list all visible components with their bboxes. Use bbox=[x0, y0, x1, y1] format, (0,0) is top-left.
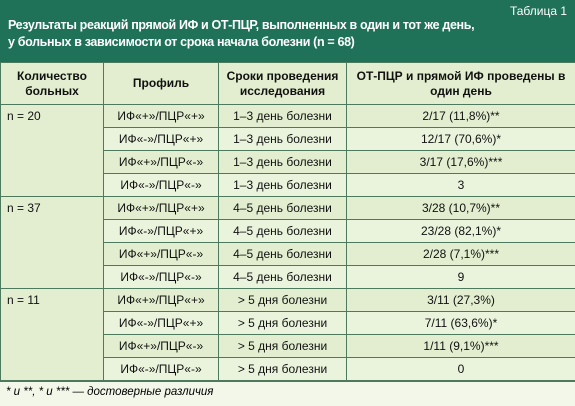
table-cell: 9 bbox=[346, 265, 575, 289]
group-cell: n = 37 bbox=[0, 196, 104, 289]
table-row: ИФ«+»/ПЦР«-» 4–5 день болезни 2/28 (7,1%)*… bbox=[1, 242, 575, 266]
title-line: Результаты реакций прямой ИФ и ОТ-ПЦР, в… bbox=[8, 18, 475, 32]
table-cell: 2/17 (11,8%)** bbox=[346, 104, 575, 128]
table-cell: ИФ«+»/ПЦР«-» bbox=[103, 334, 219, 358]
table-row: n = 20 ИФ«+»/ПЦР«+» 1–3 день болезни 2/17 (… bbox=[0, 104, 575, 197]
table-row: ИФ«-»/ПЦР«+» > 5 дня болезни 7/11 (63,6%)* bbox=[1, 311, 575, 335]
table-cell: 23/28 (82,1%)* bbox=[346, 219, 575, 243]
table-cell: 1–3 день болезни bbox=[218, 127, 347, 151]
table-row: ИФ«-»/ПЦР«-» 1–3 день болезни 3 bbox=[1, 173, 575, 197]
table-row: ИФ«-»/ПЦР«-» 4–5 день болезни 9 bbox=[1, 265, 575, 289]
table-cell: 2/28 (7,1%)*** bbox=[346, 242, 575, 266]
table-cell: ИФ«-»/ПЦР«-» bbox=[103, 357, 219, 381]
table-row: ИФ«-»/ПЦР«+» 1–3 день болезни 12/17 (70,6%… bbox=[1, 127, 575, 151]
table-cell: ИФ«-»/ПЦР«-» bbox=[103, 265, 219, 289]
column-header: Сроки проведения исследования bbox=[218, 62, 347, 105]
table-cell: 4–5 день болезни bbox=[218, 242, 347, 266]
header: Таблица 1 Результаты реакций прямой ИФ и… bbox=[0, 0, 575, 62]
table-cell: ИФ«+»/ПЦР«+» bbox=[103, 104, 219, 128]
column-header: Количество больных bbox=[0, 62, 104, 105]
table-cell: > 5 дня болезни bbox=[218, 334, 347, 358]
table-cell: 3 bbox=[346, 173, 575, 197]
table-row: n = 37 ИФ«+»/ПЦР«+» 4–5 день болезни 3/28 (… bbox=[0, 196, 575, 289]
results-table: Количество больных Профиль Сроки проведени… bbox=[0, 62, 575, 381]
table-cell: ИФ«+»/ПЦР«+» bbox=[103, 288, 219, 312]
header-row: Количество больных Профиль Сроки проведени… bbox=[0, 62, 575, 105]
table-row: ИФ«-»/ПЦР«-» > 5 дня болезни 0 bbox=[1, 357, 575, 381]
table-body: n = 20 ИФ«+»/ПЦР«+» 1–3 день болезни 2/17 (… bbox=[0, 104, 575, 381]
footnote: * и **, * и *** — достоверные различия bbox=[0, 381, 575, 406]
table-cell: 4–5 день болезни bbox=[218, 265, 347, 289]
table-cell: ИФ«+»/ПЦР«-» bbox=[103, 150, 219, 174]
table-cell: ИФ«-»/ПЦР«+» bbox=[103, 127, 219, 151]
table-row: n = 11 ИФ«+»/ПЦР«+» > 5 дня болезни 3/11 (2… bbox=[0, 288, 575, 381]
table-cell: 1–3 день болезни bbox=[218, 150, 347, 174]
table-cell: ИФ«-»/ПЦР«+» bbox=[103, 219, 219, 243]
table-cell: ИФ«-»/ПЦР«+» bbox=[103, 311, 219, 335]
group-cell: n = 20 bbox=[0, 104, 104, 197]
table-cell: 7/11 (63,6%)* bbox=[346, 311, 575, 335]
table-cell: 4–5 день болезни bbox=[218, 196, 347, 220]
table-cell: ИФ«+»/ПЦР«+» bbox=[103, 196, 219, 220]
table-row: ИФ«+»/ПЦР«-» 1–3 день болезни 3/17 (17,6%)… bbox=[1, 150, 575, 174]
table-cell: 3/28 (10,7%)** bbox=[346, 196, 575, 220]
table-cell: 12/17 (70,6%)* bbox=[346, 127, 575, 151]
table-cell: 1/11 (9,1%)*** bbox=[346, 334, 575, 358]
table-cell: > 5 дня болезни bbox=[218, 288, 347, 312]
table-cell: 1–3 день болезни bbox=[218, 173, 347, 197]
column-header: Профиль bbox=[103, 62, 219, 105]
column-header: ОТ-ПЦР и прямой ИФ проведены в один день bbox=[346, 62, 575, 105]
table-label: Таблица 1 bbox=[509, 4, 567, 18]
table-cell: > 5 дня болезни bbox=[218, 311, 347, 335]
title-line: у больных в зависимости от срока начала … bbox=[8, 35, 355, 49]
group-cell: n = 11 bbox=[0, 288, 104, 381]
table-cell: ИФ«-»/ПЦР«-» bbox=[103, 173, 219, 197]
table-cell: > 5 дня болезни bbox=[218, 357, 347, 381]
table-cell: 1–3 день болезни bbox=[218, 104, 347, 128]
table-row: ИФ«+»/ПЦР«-» > 5 дня болезни 1/11 (9,1%)**… bbox=[1, 334, 575, 358]
table-cell: 0 bbox=[346, 357, 575, 381]
table-cell: 3/17 (17,6%)*** bbox=[346, 150, 575, 174]
table-cell: 4–5 день болезни bbox=[218, 219, 347, 243]
table-cell: 3/11 (27,3%) bbox=[346, 288, 575, 312]
table-row: ИФ«-»/ПЦР«+» 4–5 день болезни 23/28 (82,1%… bbox=[1, 219, 575, 243]
table-cell: ИФ«+»/ПЦР«-» bbox=[103, 242, 219, 266]
